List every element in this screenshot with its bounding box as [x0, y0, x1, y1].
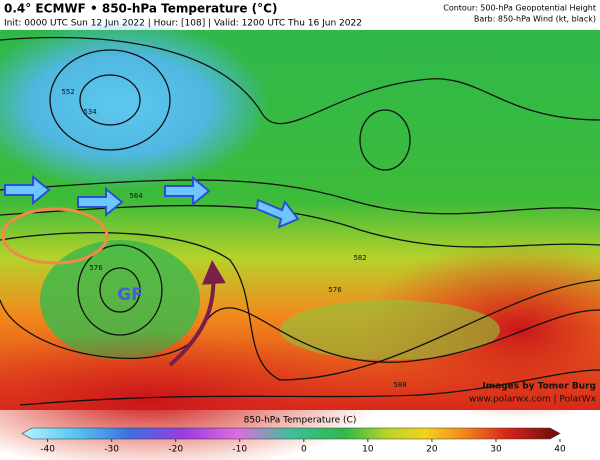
colorbar-tick-label: -20	[168, 445, 183, 455]
colorbar-tick-label: 10	[362, 445, 374, 455]
colorbar-label: 850-hPa Temperature (C)	[244, 416, 357, 426]
cutoff-low	[40, 240, 200, 360]
colorbar-tick-label: -30	[104, 445, 119, 455]
contour-label: 576	[89, 264, 103, 272]
map: GF 534 552 564 576 576 582 588 Images by Tomer…	[0, 20, 600, 460]
contour-label: 588	[393, 381, 406, 389]
hot-region	[0, 330, 380, 460]
colorbar-tick-label: 30	[490, 445, 502, 455]
colorbar-tick-label: 20	[426, 445, 438, 455]
credit-site: www.polarwx.com | PolarWx	[469, 395, 597, 405]
cold-region	[0, 20, 270, 190]
warm-advection-arrow	[168, 260, 226, 367]
colorbar-tick-label: 40	[554, 445, 566, 455]
contour-label: 582	[353, 254, 366, 262]
colorbar-tick-label: 0	[301, 445, 307, 455]
subtitle: Init: 0000 UTC Sun 12 Jun 2022 | Hour: […	[4, 19, 362, 29]
colorbar-tick-label: -10	[232, 445, 247, 455]
contour-label: 552	[61, 88, 74, 96]
contours	[0, 36, 600, 406]
contour-label: 564	[129, 192, 143, 200]
title: 0.4° ECMWF • 850-hPa Temperature (°C)	[4, 2, 277, 16]
barb-note: Barb: 850-hPa Wind (kt, black)	[474, 15, 596, 24]
contour-label: 534	[83, 108, 97, 116]
colorbar	[21, 427, 561, 440]
colorbar-tick-label: -40	[40, 445, 55, 455]
contour-label: 576	[328, 286, 342, 294]
highlight-ellipse	[1, 207, 109, 265]
contour-note: Contour: 500-hPa Geopotential Height	[443, 4, 596, 13]
mild-region	[280, 300, 500, 360]
annotation: GF	[117, 285, 143, 305]
flow-arrows	[4, 174, 300, 229]
credit-author: Images by Tomer Burg	[482, 382, 596, 392]
